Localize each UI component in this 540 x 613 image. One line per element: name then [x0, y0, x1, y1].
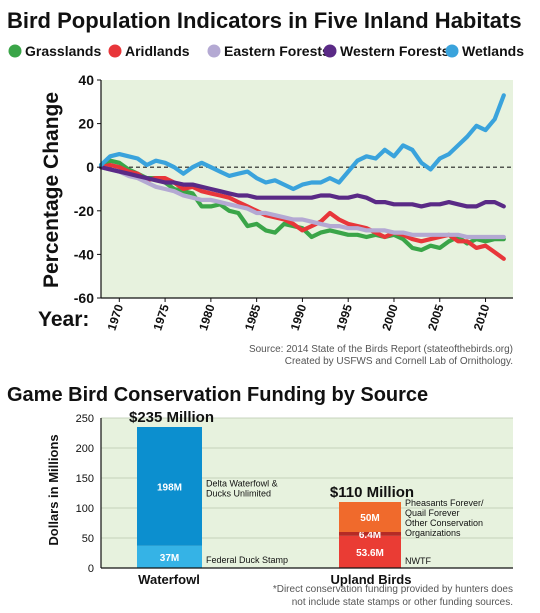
segment-legend-delta-waterfowl-ducks-unlimited: Delta Waterfowl & Ducks Unlimited [206, 478, 278, 498]
y-tick-label: -20 [74, 203, 94, 219]
x-tick-label: 1980 [196, 302, 218, 332]
x-tick-label: 1990 [288, 302, 310, 332]
x-tick-label: 2010 [471, 302, 493, 332]
bar-value-label: 198M [157, 482, 182, 493]
bar-value-label: 50M [360, 513, 379, 524]
series-line-eastern-forests [98, 165, 506, 240]
legend-item-aridlands: Aridlands [108, 43, 190, 59]
legend-label-grasslands: Grasslands [25, 43, 101, 59]
line-y-ticks: 40 20 0 -20 -40 -60 [74, 72, 101, 306]
legend-item-eastern-forests: Eastern Forests [207, 43, 330, 59]
bar-y-tick-label: 250 [76, 413, 94, 425]
source-line-1: Source: 2014 State of the Birds Report (… [249, 344, 513, 355]
total-label-upland-birds: $110 Million [330, 484, 414, 501]
legend-label-eastern-forests: Eastern Forests [224, 43, 330, 59]
legend-swatch-western-forests [323, 44, 337, 58]
x-tick-label: 2005 [425, 302, 447, 332]
x-tick-label: 1995 [333, 302, 355, 332]
bar-value-label: 37M [160, 553, 179, 564]
series-line-western-forests [98, 165, 506, 209]
bar-stacks: 37M Federal Duck Stamp 198M Delta Waterfowl… [129, 409, 484, 587]
bar-y-tick-label: 50 [82, 533, 94, 545]
bar-y-tick-label: 100 [76, 503, 94, 515]
footnote-line-1: *Direct conservation funding provided by… [273, 584, 513, 595]
legend-item-wetlands: Wetlands [445, 43, 524, 59]
line-chart-legend: Grasslands Aridlands Eastern Forests Wester… [8, 43, 524, 59]
x-tick-label: 1975 [150, 302, 172, 332]
source-line-2: Created by USFWS and Cornell Lab of Orni… [285, 356, 513, 367]
x-tick-label: 1970 [105, 302, 127, 332]
bar-segment-pheasants-forever-quail-forever [339, 502, 401, 532]
footnote-line-2: not include state stamps or other fundin… [292, 597, 513, 608]
line-y-axis-label: Percentage Change [40, 92, 63, 288]
legend-item-grasslands: Grasslands [8, 43, 101, 59]
legend-label-wetlands: Wetlands [462, 43, 524, 59]
bar-segment-delta-waterfowl-ducks-unlimited [137, 427, 202, 546]
legend-item-western-forests: Western Forests [323, 43, 450, 59]
segment-legend-federal-duck-stamp: Federal Duck Stamp [206, 555, 288, 565]
y-tick-label: -40 [74, 246, 94, 262]
legend-label-aridlands: Aridlands [125, 43, 190, 59]
bar-segment-other-conservation-organizations [339, 532, 401, 536]
series-line-aridlands [98, 162, 506, 261]
bar-stack-waterfowl: 37M Federal Duck Stamp 198M Delta Waterfowl… [137, 427, 288, 587]
line-x-ticks: 1970 1975 1980 1985 1990 1995 2000 2005 2010 [105, 298, 493, 332]
bar-y-tick-label: 0 [88, 563, 94, 575]
bar-y-tick-label: 200 [76, 443, 94, 455]
line-series-group [98, 93, 506, 261]
y-tick-label: 40 [78, 72, 94, 88]
bar-stack-upland-birds: 53.6M NWTF 6.4M Other Conservation Organizat… [331, 498, 484, 587]
bar-segment-federal-duck-stamp [137, 545, 202, 568]
legend-swatch-aridlands [108, 44, 122, 58]
segment-legend-other-conservation-organizations: Other Conservation Organizations [405, 518, 483, 538]
series-line-wetlands [98, 93, 506, 192]
bar-y-ticks: 0 50 100 150 200 250 [76, 413, 94, 575]
bar-segment-nwtf [339, 535, 401, 568]
line-chart-title: Bird Population Indicators in Five Inlan… [7, 8, 522, 33]
y-tick-label: -60 [74, 290, 94, 306]
legend-swatch-eastern-forests [207, 44, 221, 58]
segment-legend-pheasants-forever-quail-forever: Pheasants Forever/Quail Forever [405, 498, 484, 518]
x-tick-label: 2000 [379, 302, 401, 332]
bar-y-tick-label: 150 [76, 473, 94, 485]
bar-value-label: 53.6M [356, 548, 384, 559]
y-tick-label: 0 [86, 159, 94, 175]
legend-swatch-wetlands [445, 44, 459, 58]
x-tick-label: 1985 [242, 302, 264, 332]
bar-chart-title: Game Bird Conservation Funding by Source [7, 384, 428, 406]
total-label-waterfowl: $235 Million [129, 409, 214, 426]
bar-value-label: 6.4M [359, 530, 381, 541]
category-label-upland-birds: Upland Birds [331, 572, 412, 587]
bar-y-axis-label: Dollars in Millions [46, 434, 61, 545]
legend-swatch-grasslands [8, 44, 22, 58]
segment-legend-nwtf: NWTF [405, 556, 431, 566]
category-label-waterfowl: Waterfowl [138, 572, 200, 587]
legend-label-western-forests: Western Forests [340, 43, 450, 59]
line-x-axis-label: Year: [38, 308, 89, 331]
y-tick-label: 20 [78, 116, 94, 132]
